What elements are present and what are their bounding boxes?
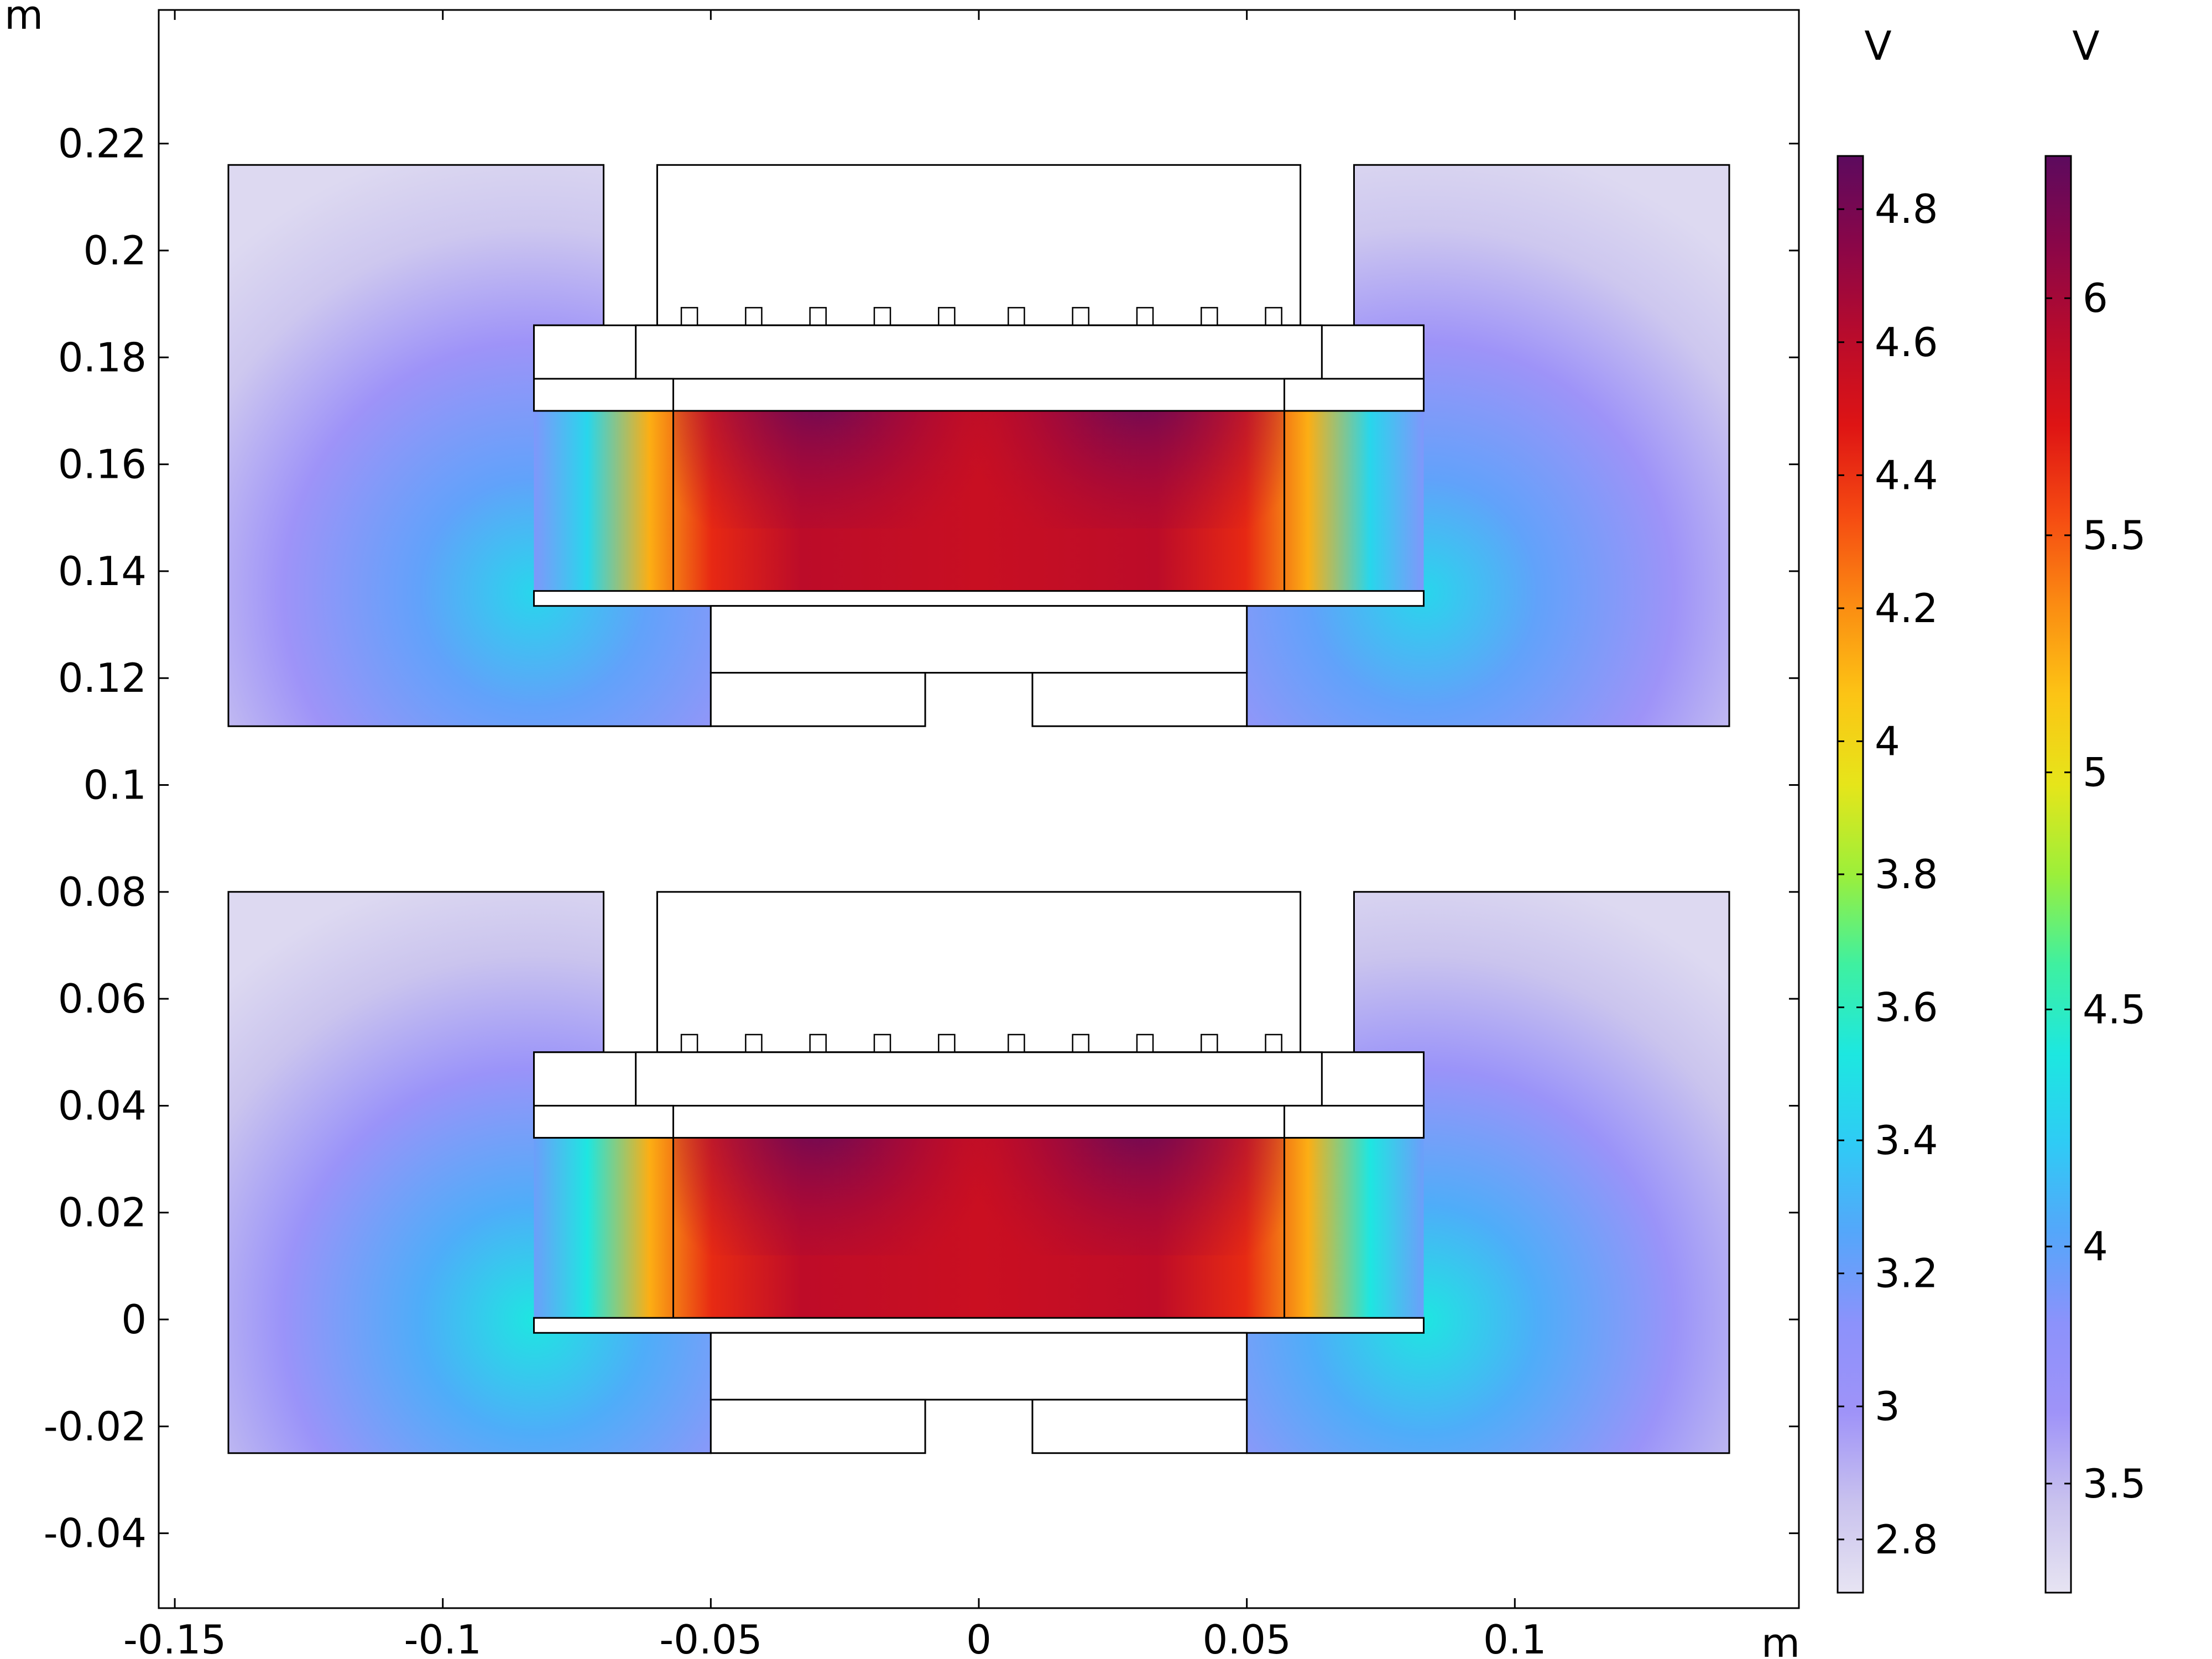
stator-slot — [809, 307, 827, 326]
y-tick-label: 0.1 — [83, 762, 147, 808]
mover-foot-right — [1031, 672, 1248, 727]
y-tick-label: 0.2 — [83, 227, 147, 274]
y-tick-label: 0.04 — [58, 1082, 147, 1129]
mover-foot-left — [709, 672, 926, 727]
y-tick-label: 0.06 — [58, 975, 147, 1022]
y-tick-label: 0.22 — [58, 121, 147, 167]
pole-shoe-step-left — [533, 378, 675, 412]
stator-slot — [1265, 1034, 1282, 1053]
stator-slot — [938, 307, 956, 326]
y-tick-label: 0.02 — [58, 1190, 147, 1236]
mover-foot-right — [1031, 1399, 1248, 1454]
colorbar-tick-label: 4 — [1875, 718, 1900, 764]
x-tick-label: 0.1 — [1483, 1616, 1547, 1659]
x-tick-label: -0.15 — [123, 1616, 226, 1659]
x-axis-unit: m — [1761, 1620, 1800, 1659]
colorbar-2: 3.5 4 4.5 5 5.5 6 V — [2044, 23, 2146, 1594]
colorbar-tick-label: 4.6 — [1875, 319, 1938, 366]
stator-slot — [680, 1034, 698, 1053]
stator-slot — [809, 1034, 827, 1053]
colorbars: 2.8 3 3.2 3.4 3.6 3.8 4 4.2 4.4 4.6 4.8 V 3.5 4 4.5 5 5.… — [1837, 23, 2146, 1594]
pole-shoe-step-right — [1283, 378, 1425, 412]
colorbar-tick-label: 3.6 — [1875, 984, 1938, 1031]
colorbar-tick-label: 3 — [1875, 1383, 1900, 1430]
stator-slot — [745, 1034, 763, 1053]
stator-slot — [680, 307, 698, 326]
axes: -0.15 -0.1 -0.05 0 0.05 0.1 m -0.04 -0.02 0 0.02 0.… — [4, 0, 1800, 1659]
y-tick-label: 0.14 — [58, 548, 147, 594]
y-tick-label: 0.08 — [58, 869, 147, 915]
colorbar-tick-label: 3.4 — [1875, 1117, 1938, 1164]
armature-plate — [533, 1317, 1425, 1334]
pole-shoe-inner — [635, 324, 1323, 380]
stator-slot — [1072, 1034, 1089, 1053]
stator-slot — [1201, 307, 1218, 326]
stator-slot — [938, 1034, 956, 1053]
colorbar-tick-label: 4.4 — [1875, 452, 1938, 498]
colorbar-tick-label: 6 — [2083, 275, 2108, 321]
x-tick-label: 0.05 — [1202, 1616, 1291, 1659]
stator-slot — [1072, 307, 1089, 326]
y-tick-label: 0.12 — [58, 655, 147, 701]
colorbar-unit: V — [2072, 23, 2099, 69]
y-tick-label: 0.16 — [58, 441, 147, 488]
colorbar-gradient — [2046, 156, 2071, 1593]
stator-slot — [1136, 307, 1154, 326]
stator-slot — [1008, 307, 1025, 326]
y-tick-label: 0.18 — [58, 334, 147, 380]
colorbar-tick-label: 3.5 — [2083, 1460, 2146, 1507]
y-tick-label: -0.02 — [44, 1403, 147, 1449]
pole-shoe-step-right — [1283, 1104, 1425, 1139]
x-tick-label: -0.05 — [659, 1616, 762, 1659]
colorbar-tick-label: 2.8 — [1875, 1516, 1938, 1563]
stator-slot — [873, 1034, 891, 1053]
stator-slot — [745, 307, 763, 326]
colorbar-tick-label: 5.5 — [2083, 512, 2146, 559]
mover-body — [709, 1332, 1248, 1401]
pole-shoe-inner — [635, 1051, 1323, 1107]
y-tick-label: -0.04 — [44, 1510, 147, 1557]
stator-slot — [1008, 1034, 1025, 1053]
y-tick-label: 0 — [121, 1296, 147, 1343]
stator-slot — [873, 307, 891, 326]
colorbar-frame — [2044, 155, 2072, 1594]
colorbar-tick-label: 3.2 — [1875, 1250, 1938, 1297]
stator-core — [656, 164, 1302, 326]
pole-shoe-step-left — [533, 1104, 675, 1139]
mover-body — [709, 605, 1248, 674]
field-plot-upper — [228, 165, 1729, 727]
mover-foot-left — [709, 1399, 926, 1454]
colorbar-tick-label: 4.5 — [2083, 986, 2146, 1032]
x-tick-label: 0 — [966, 1616, 992, 1659]
colorbar-tick-label: 4.2 — [1875, 585, 1938, 632]
device-geometry — [227, 164, 1730, 1454]
colorbar-tick-label: 5 — [2083, 749, 2108, 796]
stator-slot — [1201, 1034, 1218, 1053]
colorbar-tick-label: 4 — [2083, 1223, 2108, 1270]
x-tick-label: -0.1 — [404, 1616, 481, 1659]
colorbar-tick-label: 3.8 — [1875, 851, 1938, 898]
armature-plate — [533, 590, 1425, 607]
y-axis-unit: m — [4, 0, 43, 38]
colorbar-unit: V — [1864, 23, 1891, 69]
colorbar-1: 2.8 3 3.2 3.4 3.6 3.8 4 4.2 4.4 4.6 4.8 V — [1837, 23, 1938, 1594]
stator-slot — [1265, 307, 1282, 326]
colorbar-tick-label: 4.8 — [1875, 186, 1938, 232]
geometry-lower — [227, 891, 1730, 1454]
geometry-upper — [227, 164, 1730, 727]
stator-core — [656, 891, 1302, 1053]
stator-slot — [1136, 1034, 1154, 1053]
